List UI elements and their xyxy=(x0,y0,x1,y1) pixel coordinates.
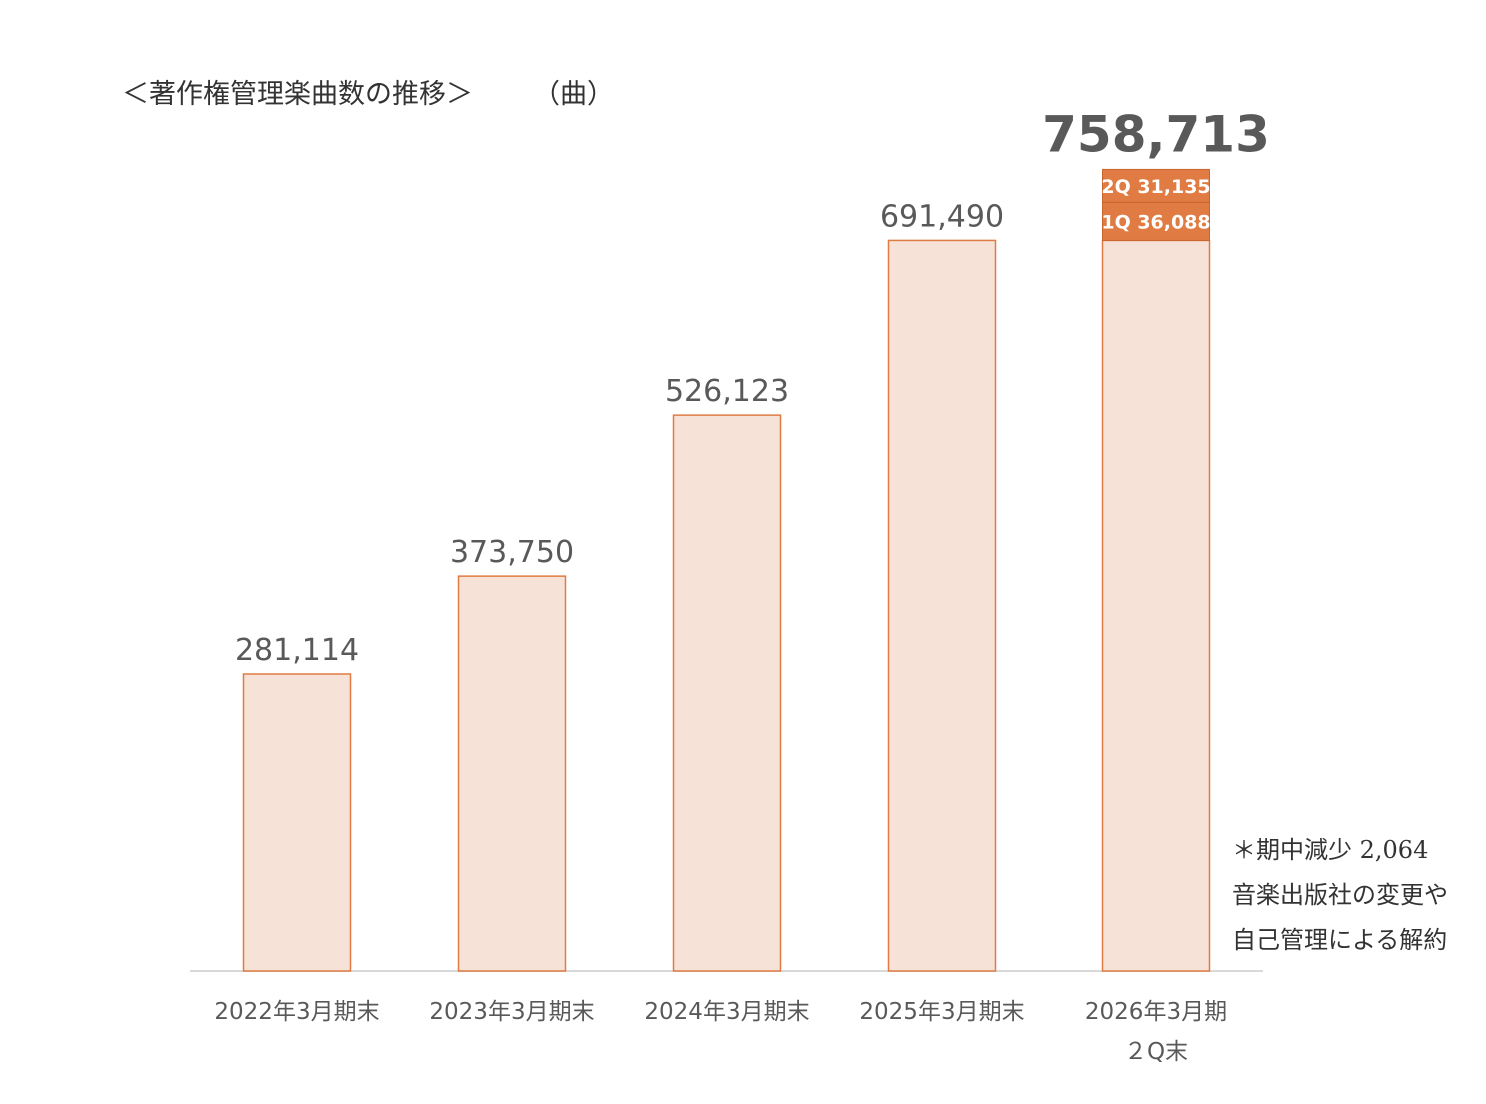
chart-title: ＜著作権管理楽曲数の推移＞ xyxy=(122,79,473,110)
footnote-line-2: 音楽出版社の変更や xyxy=(1232,881,1448,909)
footnote-line-1: ＊期中減少 2,064 xyxy=(1232,836,1429,864)
footnote: ＊期中減少 2,064 音楽出版社の変更や 自己管理による解約 xyxy=(1232,828,1448,963)
bar-segment-1 xyxy=(1102,201,1210,241)
footnote-line-3: 自己管理による解約 xyxy=(1232,926,1448,954)
category-label-5-line-2: ２Q末 xyxy=(1124,1039,1188,1065)
bar-4 xyxy=(887,239,997,972)
category-label-2: 2023年3月期末 xyxy=(429,999,594,1025)
value-label-4: 691,490 xyxy=(880,199,1004,234)
bar-2 xyxy=(457,575,567,972)
segment-label-1: 1Q 36,088 xyxy=(1101,211,1210,233)
value-label-1: 281,114 xyxy=(235,633,359,668)
unit-label: （曲） xyxy=(533,79,614,110)
category-label-3: 2024年3月期末 xyxy=(644,999,809,1025)
bar-5-base xyxy=(1101,239,1211,972)
bar-segment-2 xyxy=(1102,168,1210,203)
value-label-2: 373,750 xyxy=(450,535,574,570)
category-label-1: 2022年3月期末 xyxy=(214,999,379,1025)
value-label-3: 526,123 xyxy=(665,374,789,409)
bar-3 xyxy=(672,414,782,972)
category-label-4: 2025年3月期末 xyxy=(859,999,1024,1025)
total-value-label: 758,713 xyxy=(1042,105,1270,163)
bar-1 xyxy=(242,673,352,972)
category-label-5-line-1: 2026年3月期 xyxy=(1085,999,1227,1025)
segment-label-2: 2Q 31,135 xyxy=(1101,176,1210,198)
